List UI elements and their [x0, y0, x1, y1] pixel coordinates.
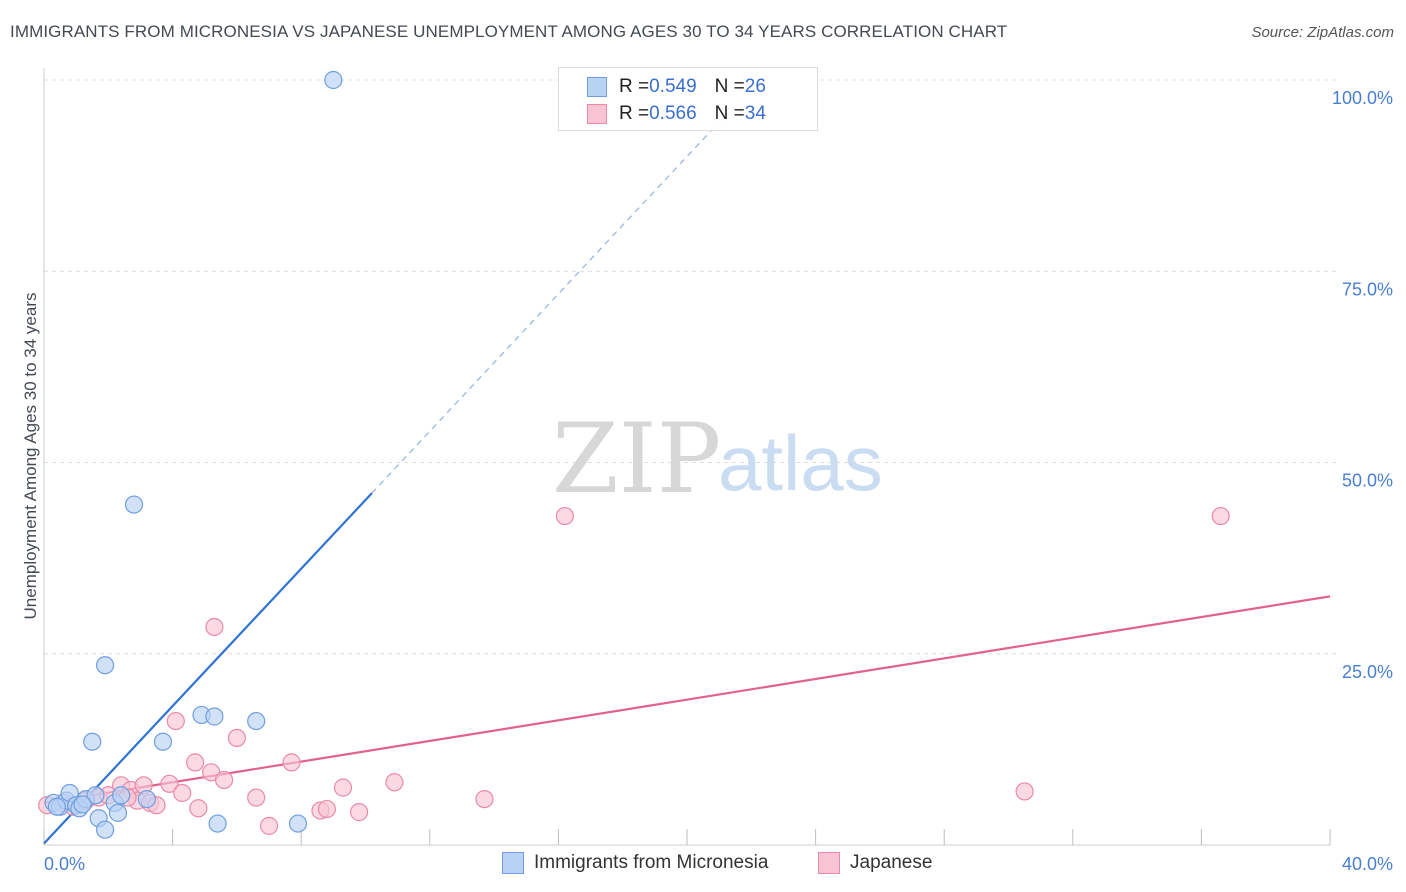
y-tick-label: 75.0%: [1342, 279, 1393, 299]
point-japanese: [1211, 506, 1230, 526]
point-japanese: [189, 799, 208, 818]
legend-n-label: N =: [714, 76, 745, 97]
legend-r-label: R =: [619, 76, 650, 97]
legend-r-value: 0.566: [649, 103, 697, 124]
point-micronesia: [73, 795, 92, 814]
point-micronesia: [124, 495, 144, 514]
legend-label: Immigrants from Micronesia: [534, 852, 769, 873]
axes: [43, 68, 1331, 846]
trend-line-japanese: [43, 595, 1331, 805]
legend-n-label: N =: [714, 103, 745, 124]
legend-label: Japanese: [850, 852, 933, 873]
point-micronesia: [324, 70, 343, 90]
grid: [44, 79, 1338, 655]
point-japanese: [555, 506, 574, 526]
point-japanese: [333, 778, 353, 797]
point-japanese: [173, 783, 192, 803]
point-micronesia: [208, 814, 227, 833]
legend-swatch-pink: [818, 852, 840, 874]
tick-labels: 25.0% 50.0% 75.0% 100.0% 0.0% 40.0%: [44, 88, 1393, 874]
legend-r-label: R =: [619, 103, 650, 124]
point-micronesia: [205, 707, 224, 726]
series-legend: Immigrants from Micronesia Japanese: [0, 852, 1406, 876]
trend-line-micronesia-extension: [371, 104, 736, 494]
point-japanese: [247, 788, 266, 807]
trend-line-micronesia: [43, 492, 373, 845]
point-micronesia: [288, 814, 308, 833]
point-micronesia: [153, 732, 173, 751]
legend-n-value: 34: [744, 103, 766, 124]
watermark: ZIP atlas: [552, 403, 883, 515]
point-japanese: [259, 816, 279, 835]
point-micronesia: [95, 820, 115, 839]
point-japanese: [186, 753, 205, 772]
legend-row-japanese: R = 0.566 N = 34: [559, 100, 766, 128]
legend-swatch-blue: [587, 77, 607, 97]
point-japanese: [282, 753, 301, 772]
y-tick-label: 50.0%: [1342, 471, 1393, 491]
point-micronesia: [86, 786, 105, 805]
source-label: Source: ZipAtlas.com: [1251, 24, 1394, 41]
point-micronesia: [95, 656, 115, 675]
point-japanese: [385, 773, 404, 792]
x-tick-label: 0.0%: [44, 854, 85, 874]
chart-title: IMMIGRANTS FROM MICRONESIA VS JAPANESE U…: [10, 22, 1008, 41]
x-tick-label: 40.0%: [1342, 854, 1393, 874]
y-tick-label: 25.0%: [1342, 662, 1393, 682]
watermark-atlas: atlas: [718, 419, 883, 507]
point-japanese: [160, 774, 179, 793]
point-japanese: [1015, 782, 1034, 801]
point-japanese: [205, 617, 224, 637]
legend-n-value: 26: [744, 76, 766, 97]
point-japanese: [475, 789, 494, 809]
point-japanese: [166, 711, 185, 731]
point-micronesia: [83, 732, 102, 751]
point-micronesia: [108, 803, 128, 822]
data-points: [38, 70, 1230, 839]
point-micronesia: [137, 789, 156, 809]
point-japanese: [214, 770, 234, 790]
point-micronesia: [47, 797, 66, 816]
y-tick-label: 100.0%: [1332, 88, 1393, 108]
point-japanese: [227, 728, 246, 748]
legend-r-value: 0.549: [649, 76, 697, 97]
legend-item-japanese[interactable]: Japanese: [818, 852, 932, 874]
legend-item-micronesia[interactable]: Immigrants from Micronesia: [502, 852, 768, 874]
point-japanese: [349, 803, 369, 822]
trend-lines: [43, 104, 1331, 845]
point-japanese: [317, 799, 337, 819]
legend-row-micronesia: R = 0.549 N = 26: [559, 73, 766, 101]
correlation-legend: R = 0.549 N = 26 R = 0.566 N = 34: [558, 67, 818, 131]
legend-swatch-pink: [587, 104, 607, 124]
point-micronesia: [247, 711, 266, 731]
point-micronesia: [112, 786, 131, 805]
watermark-zip: ZIP: [552, 403, 721, 515]
legend-swatch-blue: [502, 852, 524, 874]
